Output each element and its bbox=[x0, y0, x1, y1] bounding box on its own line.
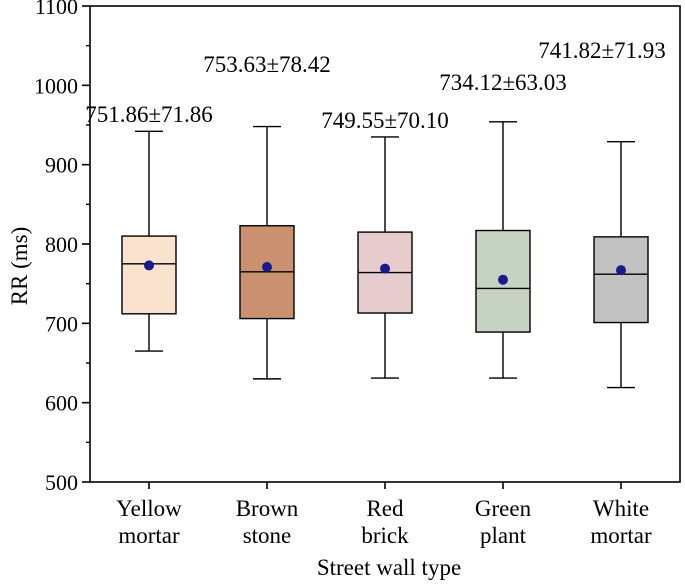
x-tick-label: Green bbox=[475, 496, 532, 521]
iqr-box bbox=[121, 235, 177, 315]
box-4 bbox=[475, 121, 531, 379]
y-tick-label: 1000 bbox=[34, 73, 78, 98]
y-tick-label: 600 bbox=[45, 391, 78, 416]
mean-sd-label: 753.63±78.42 bbox=[203, 52, 331, 77]
x-tick-label: mortar bbox=[590, 523, 652, 548]
mean-sd-label: 751.86±71.86 bbox=[85, 102, 213, 127]
x-tick-label: brick bbox=[361, 523, 409, 548]
box-series bbox=[121, 121, 649, 389]
y-tick-label: 500 bbox=[45, 470, 78, 495]
axes: 50060070080090010001100YellowmortarBrown… bbox=[34, 0, 681, 548]
mean-sd-label: 734.12±63.03 bbox=[439, 70, 567, 95]
x-tick-label: White bbox=[593, 496, 649, 521]
box-3 bbox=[357, 136, 413, 379]
box-2 bbox=[239, 125, 295, 380]
mean-marker bbox=[498, 274, 508, 285]
annotations: 751.86±71.86 753.63±78.42 749.55±70.10 734.… bbox=[85, 38, 666, 133]
x-tick-label: Red bbox=[366, 496, 404, 521]
mean-marker bbox=[144, 260, 154, 271]
y-tick-label: 900 bbox=[45, 153, 78, 178]
x-tick-label: mortar bbox=[118, 523, 180, 548]
y-tick-label: 1100 bbox=[35, 0, 78, 19]
mean-sd-label: 749.55±70.10 bbox=[321, 108, 449, 133]
x-tick-label: Brown bbox=[236, 496, 299, 521]
x-tick-label: Yellow bbox=[116, 496, 182, 521]
mean-sd-label: 741.82±71.93 bbox=[538, 38, 666, 63]
box-5 bbox=[593, 140, 649, 389]
y-axis-label: RR (ms) bbox=[7, 227, 32, 306]
mean-marker bbox=[616, 265, 626, 276]
iqr-box bbox=[593, 236, 649, 324]
y-tick-label: 800 bbox=[45, 232, 78, 257]
x-tick-label: stone bbox=[243, 523, 292, 548]
box-1 bbox=[121, 130, 177, 352]
y-tick-label: 700 bbox=[45, 311, 78, 336]
x-tick-label: plant bbox=[480, 523, 527, 548]
x-axis-label: Street wall type bbox=[317, 555, 461, 580]
mean-marker bbox=[262, 262, 272, 273]
mean-marker bbox=[380, 263, 390, 274]
